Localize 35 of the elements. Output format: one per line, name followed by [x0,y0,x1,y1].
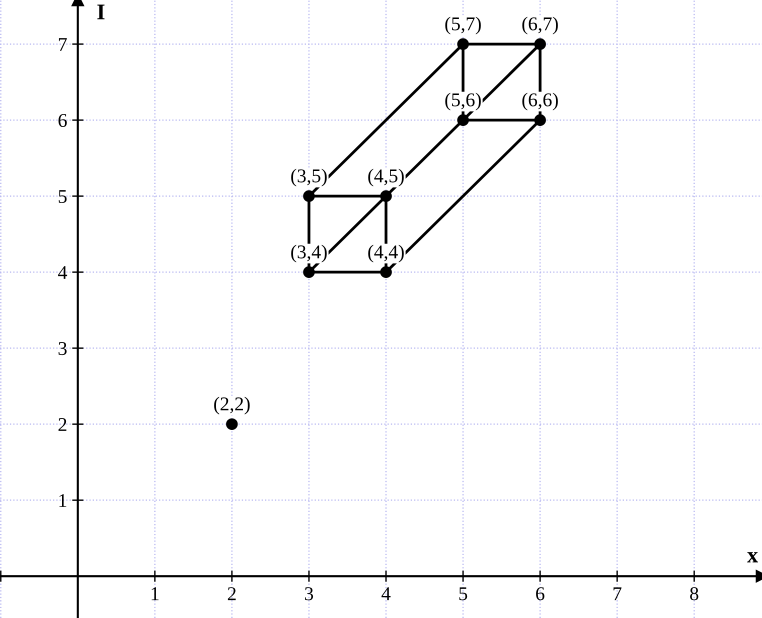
y-tick-label: 3 [58,342,67,356]
y-tick-label: 5 [58,190,67,204]
point [457,38,469,50]
annotation: (4,4) [368,244,404,262]
y-axis-title: I [97,4,105,20]
x-tick-label: 5 [459,587,468,600]
point [534,114,546,126]
point [303,266,315,278]
y-tick-label: 4 [58,266,68,279]
point [226,418,238,430]
annotation: (5,6) [445,92,481,110]
point [303,190,315,202]
annotation: (6,7) [522,16,558,34]
x-tick-label: 1 [152,587,159,600]
point [534,38,546,50]
annotation: (5,7) [445,16,481,34]
x-tick-label: 2 [228,587,236,600]
y-tick-label: 6 [58,114,67,128]
x-tick-label: 4 [382,587,391,600]
annotation: (4,5) [368,168,404,186]
point [457,114,469,126]
annotation: (2,2) [214,396,250,414]
point [380,266,392,278]
y-tick-label: 1 [59,494,66,507]
annotation: (6,6) [522,92,558,110]
point [380,190,392,202]
x-tick-label: 6 [536,587,544,600]
y-tick-label: 7 [58,38,67,51]
x-tick-label: 8 [690,587,698,600]
annotation: (3,4) [291,244,327,262]
x-axis-title: x [747,552,758,562]
y-tick-label: 2 [58,418,66,431]
annotation: (3,5) [291,168,327,186]
x-tick-label: 7 [614,587,622,600]
x-tick-label: 3 [305,587,314,600]
